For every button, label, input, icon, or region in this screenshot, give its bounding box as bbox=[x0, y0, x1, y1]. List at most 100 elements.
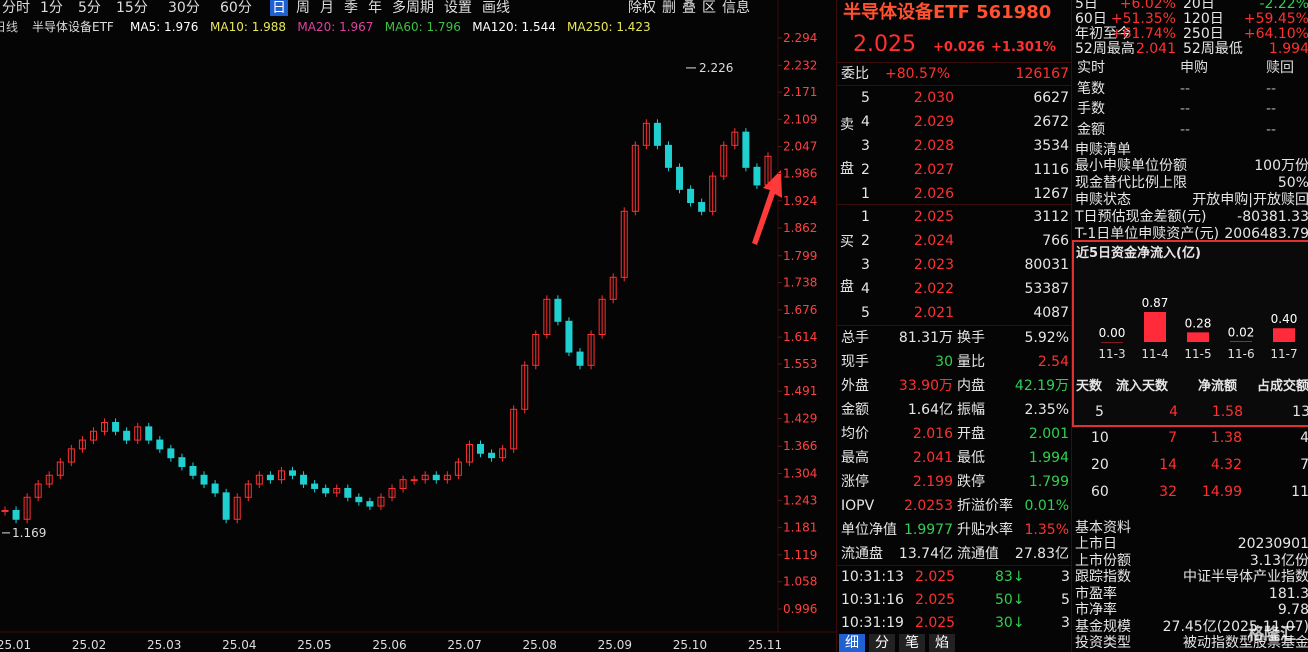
level: 5 bbox=[861, 305, 870, 321]
toolbar-button[interactable]: 周 bbox=[296, 0, 310, 16]
list-label: 申赎状态 bbox=[1075, 192, 1131, 208]
candle bbox=[178, 457, 186, 467]
candle bbox=[720, 144, 728, 177]
legend-name: 半导体设备ETF bbox=[32, 20, 114, 34]
y-tick-label: 2.047 bbox=[783, 140, 817, 154]
tab[interactable]: 细 bbox=[839, 634, 865, 652]
tick-time: 10:31:13 bbox=[841, 569, 904, 585]
tick-time: 10:31:19 bbox=[841, 615, 904, 631]
candle bbox=[366, 501, 374, 507]
stat-label: 内盘 bbox=[957, 378, 985, 394]
return-label: 20日 bbox=[1183, 0, 1215, 12]
candle bbox=[322, 487, 330, 494]
y-tick-label: 2.171 bbox=[783, 85, 817, 99]
stat-value: 2.0253 bbox=[904, 498, 953, 514]
tool-button[interactable]: 信息 bbox=[722, 0, 750, 16]
return-label: 52周最低 bbox=[1183, 41, 1243, 57]
tab[interactable]: 分 bbox=[869, 634, 895, 652]
toolbar-button[interactable]: 15分 bbox=[116, 0, 148, 16]
tool-button[interactable]: 叠 bbox=[682, 0, 696, 16]
flow-header: 净流额 bbox=[1198, 379, 1238, 394]
toolbar-button[interactable]: 日 bbox=[270, 0, 288, 16]
rt-cell: -- bbox=[1266, 121, 1277, 138]
candle bbox=[510, 408, 518, 450]
stat-label: 金额 bbox=[841, 402, 869, 418]
tick-volume: 83↓ bbox=[995, 569, 1025, 585]
stat-value: 5.92% bbox=[1024, 330, 1069, 346]
price: 2.023 bbox=[913, 257, 954, 273]
price: 2.024 bbox=[913, 233, 954, 249]
rt-cell: -- bbox=[1180, 101, 1191, 117]
basic-label: 市盈率 bbox=[1075, 585, 1117, 602]
stat-label: 涨停 bbox=[841, 474, 869, 490]
flow-ratio: 4 bbox=[1300, 430, 1308, 446]
rt-label: 金额 bbox=[1077, 121, 1105, 138]
stat-value: 13.74亿 bbox=[898, 546, 953, 562]
rt-cell: -- bbox=[1180, 121, 1191, 138]
toolbar-button[interactable]: 季 bbox=[344, 0, 358, 16]
stat-label: 换手 bbox=[957, 330, 985, 346]
watermark: 格隆汇 bbox=[1248, 624, 1297, 643]
volume: 4087 bbox=[1033, 305, 1069, 321]
tab[interactable]: 笔 bbox=[899, 634, 925, 652]
y-tick-label: 1.924 bbox=[783, 194, 817, 208]
candle bbox=[167, 448, 175, 459]
toolbar-button[interactable]: 5分 bbox=[78, 0, 101, 16]
candle bbox=[156, 439, 164, 450]
candle bbox=[631, 144, 639, 212]
y-tick-label: 1.799 bbox=[783, 249, 817, 263]
candle bbox=[333, 487, 341, 494]
candle bbox=[388, 487, 396, 498]
x-tick-label: 25.07 bbox=[447, 638, 481, 652]
tool-button[interactable]: 区 bbox=[702, 0, 716, 16]
level: 4 bbox=[861, 114, 870, 130]
volume: 766 bbox=[1042, 233, 1069, 249]
stat-label: 跌停 bbox=[957, 474, 985, 490]
toolbar-button[interactable]: 分时 bbox=[2, 0, 30, 16]
flow-ratio: 13 bbox=[1292, 404, 1308, 420]
rt-label: 笔数 bbox=[1077, 80, 1105, 97]
bar bbox=[1101, 342, 1123, 343]
level: 2 bbox=[861, 233, 870, 249]
x-tick-label: 25.08 bbox=[523, 638, 557, 652]
tool-button[interactable]: 除权 bbox=[628, 0, 656, 16]
toolbar-button[interactable]: 1分 bbox=[40, 0, 63, 16]
stat-value: 0.01% bbox=[1024, 498, 1069, 514]
candle bbox=[300, 474, 308, 485]
y-tick-label: 1.862 bbox=[783, 221, 817, 235]
tool-button[interactable]: 删 bbox=[662, 0, 676, 16]
candle bbox=[532, 333, 540, 366]
price: 2.029 bbox=[913, 114, 954, 130]
ma-label: MA10: 1.988 bbox=[210, 20, 287, 34]
tab[interactable]: 焰 bbox=[929, 634, 955, 652]
toolbar-button[interactable]: 画线 bbox=[482, 0, 510, 16]
stat-label: 流通值 bbox=[957, 546, 999, 562]
rt-cell: 申购 bbox=[1180, 60, 1208, 76]
x-tick-label: 25.03 bbox=[147, 638, 181, 652]
toolbar-button[interactable]: 年 bbox=[368, 0, 382, 16]
toolbar-button[interactable]: 月 bbox=[320, 0, 334, 16]
toolbar-button[interactable]: 60分 bbox=[220, 0, 252, 16]
candle bbox=[399, 479, 407, 489]
candle bbox=[112, 421, 120, 432]
level: 3 bbox=[861, 138, 870, 154]
basic-label: 上市日 bbox=[1075, 536, 1117, 552]
flow-title: 近5日资金净流入(亿) bbox=[1076, 246, 1201, 261]
y-tick-label: 1.614 bbox=[783, 330, 817, 344]
return-label: 120日 bbox=[1183, 11, 1224, 27]
toolbar-button[interactable]: 设置 bbox=[444, 0, 472, 16]
list-value: 2006483.79 bbox=[1224, 226, 1308, 242]
y-tick-label: 1.119 bbox=[783, 548, 817, 562]
rt-label: 实时 bbox=[1077, 60, 1105, 76]
candle bbox=[676, 166, 684, 190]
toolbar-button[interactable]: 多周期 bbox=[392, 0, 434, 16]
stat-value: 30 bbox=[935, 354, 953, 370]
x-tick-label: 25.04 bbox=[222, 638, 256, 652]
fund-panel: 5日 +6.02% 20日 -2.22% 60日 +51.35% 120日 +59.45% 年初… bbox=[1071, 0, 1308, 652]
tick-time: 10:31:16 bbox=[841, 592, 904, 608]
bar-label: 0.02 bbox=[1228, 325, 1255, 339]
list-label: T日预估现金差额(元) bbox=[1075, 209, 1207, 225]
stat-label: 最高 bbox=[841, 450, 869, 466]
candle bbox=[432, 474, 440, 481]
toolbar-button[interactable]: 30分 bbox=[168, 0, 200, 16]
